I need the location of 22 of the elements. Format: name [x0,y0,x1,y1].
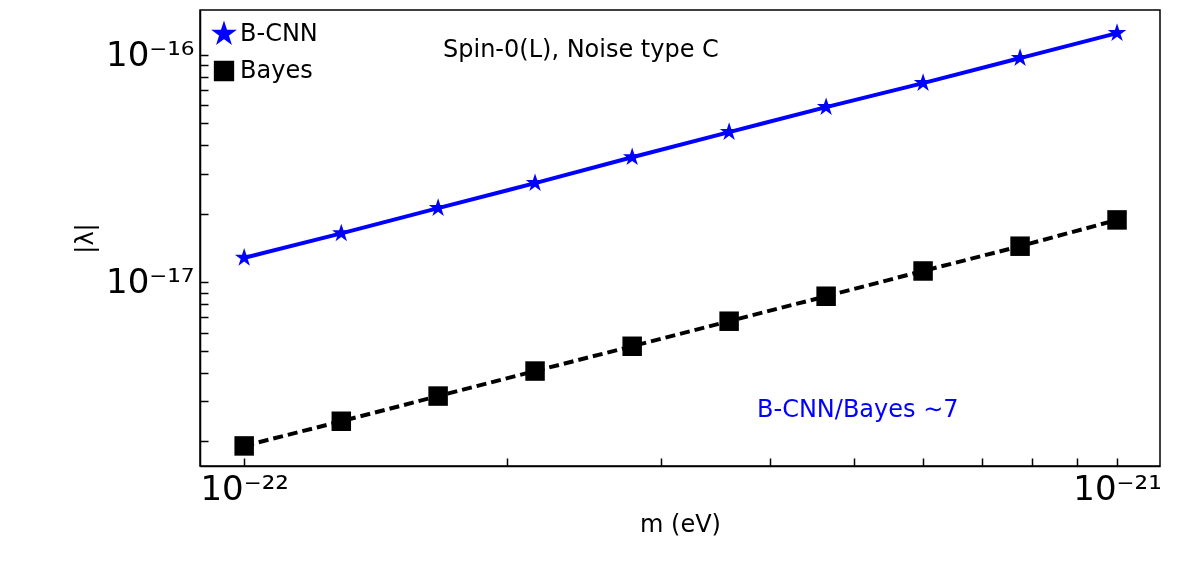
point [331,411,352,431]
annotation: B-CNN/Bayes ∼7 [757,395,959,423]
legend-label: B-CNN [240,19,318,47]
annotation: Spin-0(L), Noise type C [443,35,719,63]
point [1107,210,1127,230]
x-tick-label: 10⁻²² [200,467,289,508]
point [1010,236,1030,256]
point [1107,23,1127,41]
point [913,261,933,281]
y-axis-title: |λ| [71,223,100,254]
point [622,336,642,357]
point [525,361,545,381]
point [234,436,254,456]
legend-label: Bayes [240,56,313,84]
point [428,386,448,406]
point [719,311,739,331]
x-axis-title: m (eV) [640,509,721,538]
point [234,248,254,266]
y-tick-label: 10⁻¹⁷ [106,260,195,301]
point [816,286,836,306]
x-tick-label: 10⁻²¹ [1073,467,1162,508]
y-tick-label: 10⁻¹⁶ [106,33,195,74]
